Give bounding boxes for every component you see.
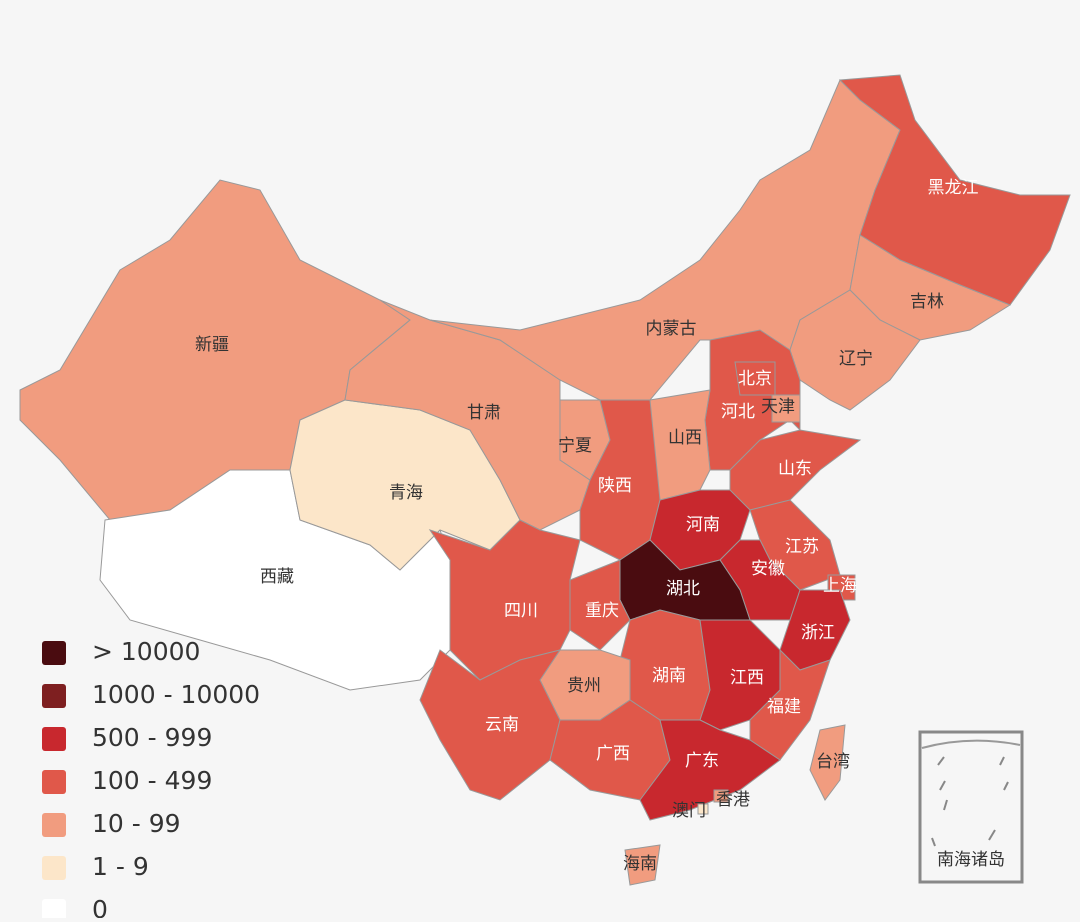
province-label: 重庆 — [585, 601, 619, 621]
province-label: 海南 — [623, 854, 657, 874]
province-label: 西藏 — [260, 567, 294, 587]
province-label: 黑龙江 — [928, 178, 979, 198]
legend-swatch — [42, 727, 66, 751]
province-label: 台湾 — [816, 752, 850, 772]
province-label: 山西 — [668, 428, 702, 448]
province-label: 新疆 — [195, 335, 229, 355]
province-label: 四川 — [504, 601, 538, 621]
legend-swatch — [42, 899, 66, 922]
south-sea-inset: 南海诸岛 — [918, 730, 1024, 884]
province-label: 云南 — [485, 715, 519, 735]
province — [771, 394, 801, 423]
inset-frame — [918, 730, 1024, 884]
legend-swatch — [42, 641, 66, 665]
province-label: 香港 — [716, 790, 750, 810]
province-label: 贵州 — [567, 676, 601, 696]
province-label: 江西 — [730, 668, 764, 688]
province-label: 上海 — [823, 576, 857, 596]
province-label: 宁夏 — [558, 436, 592, 456]
province-label: 广西 — [596, 744, 630, 764]
regions — [19, 74, 1071, 886]
province-label: 内蒙古 — [646, 319, 697, 339]
province — [624, 844, 661, 886]
legend-swatch — [42, 770, 66, 794]
legend: > 10000 1000 - 10000 500 - 999 100 - 499 10 … — [42, 637, 260, 922]
inset-label: 南海诸岛 — [937, 850, 1005, 870]
inset-islands — [931, 756, 1009, 847]
province-label: 吉林 — [910, 292, 944, 312]
province — [697, 803, 709, 815]
legend-label: 1 - 9 — [92, 852, 149, 881]
province-label: 北京 — [738, 369, 772, 389]
province-label: 青海 — [389, 483, 423, 503]
province-label: 河南 — [686, 515, 720, 535]
legend-label: 500 - 999 — [92, 723, 212, 752]
province — [639, 719, 781, 821]
province-label: 山东 — [778, 459, 812, 479]
legend-label: 0 — [92, 895, 108, 918]
province-label: 浙江 — [801, 623, 835, 643]
province-label: 天津 — [761, 397, 795, 417]
legend-label: 10 - 99 — [92, 809, 181, 838]
province — [579, 399, 661, 561]
province-label: 澳门 — [672, 801, 706, 821]
province-label: 河北 — [721, 402, 755, 422]
province-label: 广东 — [685, 751, 719, 771]
province-label: 福建 — [767, 697, 801, 717]
legend-swatch — [42, 684, 66, 708]
legend-swatch — [42, 813, 66, 837]
province-label: 陕西 — [598, 476, 632, 496]
province-label: 辽宁 — [839, 349, 873, 369]
province-label: 安徽 — [751, 559, 785, 579]
province-label: 甘肃 — [467, 403, 501, 423]
province — [428, 519, 581, 681]
province — [713, 789, 729, 803]
legend-swatch — [42, 856, 66, 880]
province — [809, 724, 846, 801]
legend-label: 1000 - 10000 — [92, 680, 260, 709]
legend-label: > 10000 — [92, 637, 200, 666]
province-label: 湖北 — [666, 579, 700, 599]
province-label: 江苏 — [785, 537, 819, 557]
inset-coast — [921, 739, 1021, 749]
legend-label: 100 - 499 — [92, 766, 212, 795]
province-label: 湖南 — [652, 666, 686, 686]
